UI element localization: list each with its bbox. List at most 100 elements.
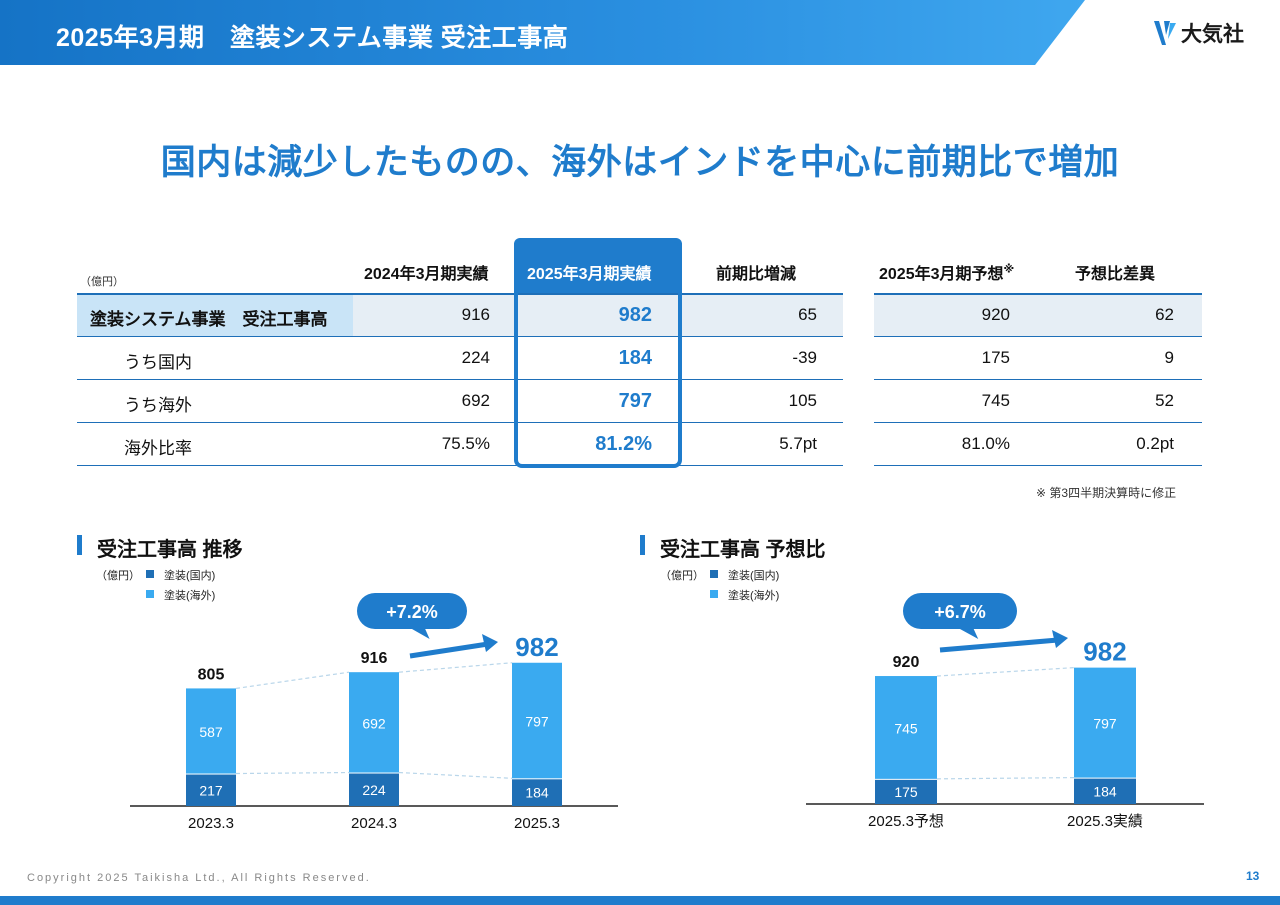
table-row-label: うち国内: [124, 353, 192, 372]
connector-line-total: [936, 667, 1075, 677]
table-row-label: 塗装システム事業 受注工事高: [90, 310, 328, 329]
header-bar: 2025年3月期 塗装システム事業 受注工事高 大気社: [0, 0, 1280, 65]
column-header-current: 2025年3月期実績: [527, 266, 652, 283]
table-top-line: [77, 293, 843, 295]
row-divider: [77, 422, 843, 423]
data-label-overseas: 587: [199, 724, 223, 740]
cell-current: 982: [618, 304, 652, 326]
cell-diff: 65: [798, 305, 817, 324]
data-label-domestic: 175: [894, 784, 918, 800]
table-note: ※ 第3四半期決算時に修正: [1036, 486, 1177, 500]
cell-diff: 5.7pt: [779, 434, 817, 453]
connector-line-domestic: [398, 771, 513, 779]
chart2-title: 受注工事高 予想比: [660, 539, 826, 561]
data-label-domestic: 184: [1093, 783, 1117, 799]
legend-domestic-label: 塗装(国内): [164, 570, 216, 582]
bar-overseas: [349, 672, 399, 773]
logo-text: 大気社: [1181, 23, 1244, 46]
total-label: 805: [198, 666, 225, 683]
row-bg-forecast: [874, 294, 1202, 336]
cell-prev: 916: [461, 305, 490, 324]
table-row-label: うち海外: [124, 396, 192, 415]
chart2-svg: 175 745 920 2025.3予想 184 797 982 2025.3実績 +6.7%: [806, 593, 1204, 830]
cell-prev: 224: [461, 348, 490, 367]
growth-bubble: [357, 593, 467, 639]
footer-band: [0, 896, 1280, 905]
cell-current: 81.2%: [595, 433, 652, 455]
total-label: 982: [515, 632, 558, 662]
row-divider: [874, 379, 1202, 380]
row-divider: [874, 422, 1202, 423]
column-header-prev: 2024年3月期実績: [364, 266, 489, 283]
table-bottom-line: [77, 465, 843, 466]
legend-domestic-swatch: [146, 570, 154, 578]
connector-line-total: [235, 671, 350, 690]
connector-line-domestic: [936, 777, 1075, 780]
cell-prev: 692: [461, 391, 490, 410]
cell-forecast: 175: [981, 348, 1010, 367]
bar-domestic: [875, 779, 937, 804]
cell-diff: -39: [792, 348, 817, 367]
data-label-domestic: 184: [525, 785, 549, 801]
page-number: 13: [1246, 869, 1260, 883]
bar-domestic: [1074, 778, 1136, 804]
x-tick-label: 2025.3予想: [868, 813, 944, 830]
chart1-unit: （億円）: [96, 570, 140, 582]
bar-overseas: [186, 688, 236, 774]
growth-arrow-shaft: [409, 641, 489, 659]
company-logo: 大気社: [1152, 18, 1244, 48]
data-label-domestic: 217: [199, 782, 223, 798]
highlight-column-frame: [514, 238, 682, 468]
growth-label: +6.7%: [934, 602, 986, 622]
x-tick-label: 2025.3実績: [1067, 813, 1143, 830]
chart2-unit: （億円）: [660, 570, 704, 582]
growth-arrow-head: [482, 634, 498, 652]
row-divider: [874, 336, 1202, 337]
cell-forecast-diff: 0.2pt: [1136, 434, 1174, 453]
data-label-overseas: 745: [894, 720, 918, 736]
x-tick-label: 2023.3: [188, 815, 234, 832]
chart1-svg: 217 587 805 2023.3 224 692 916 2024.3 184 797 982 2…: [130, 593, 618, 832]
bar-domestic: [512, 779, 562, 806]
total-label: 916: [361, 650, 388, 667]
headline: 国内は減少したものの、海外はインドを中心に前期比で増加: [160, 143, 1120, 182]
row-label-bg: [77, 294, 353, 336]
copyright: Copyright 2025 Taikisha Ltd., All Rights…: [27, 872, 371, 884]
legend-overseas-label: 塗装(海外): [164, 590, 216, 602]
logo-mark-icon: [1154, 21, 1176, 45]
chart1-title: 受注工事高 推移: [97, 539, 243, 561]
page-title: 2025年3月期 塗装システム事業 受注工事高: [56, 24, 569, 52]
x-tick-label: 2025.3: [514, 815, 560, 832]
highlight-column-header-bg: [514, 238, 682, 294]
column-header-diff: 前期比増減: [716, 266, 797, 283]
data-label-domestic: 224: [362, 782, 386, 798]
row-bg: [353, 294, 843, 336]
section-bar: [640, 535, 645, 555]
cell-forecast-diff: 52: [1155, 391, 1174, 410]
data-label-overseas: 797: [525, 714, 549, 730]
table-row-label: 海外比率: [124, 439, 192, 458]
legend-overseas-swatch: [146, 590, 154, 598]
cell-diff: 105: [788, 391, 817, 410]
legend-overseas-swatch: [710, 590, 718, 598]
growth-bubble: [903, 593, 1017, 639]
section-bar: [77, 535, 82, 555]
x-tick-label: 2024.3: [351, 815, 397, 832]
total-label: 920: [893, 654, 920, 671]
legend-overseas-label: 塗装(海外): [728, 590, 780, 602]
header-band: [0, 0, 1085, 65]
cell-prev: 75.5%: [441, 434, 490, 453]
data-label-overseas: 797: [1093, 716, 1117, 732]
legend-domestic-label: 塗装(国内): [728, 570, 780, 582]
connector-line-domestic: [235, 771, 350, 775]
cell-forecast: 920: [981, 305, 1010, 324]
cell-forecast: 81.0%: [961, 434, 1010, 453]
data-label-overseas: 692: [362, 715, 386, 731]
column-header-forecast-diff: 予想比差異: [1075, 266, 1156, 283]
row-divider: [77, 336, 843, 337]
bar-overseas: [875, 676, 937, 779]
growth-arrow-shaft: [939, 637, 1059, 653]
table-top-line-forecast: [874, 293, 1202, 295]
bar-overseas: [512, 662, 562, 779]
growth-label: +7.2%: [386, 602, 438, 622]
